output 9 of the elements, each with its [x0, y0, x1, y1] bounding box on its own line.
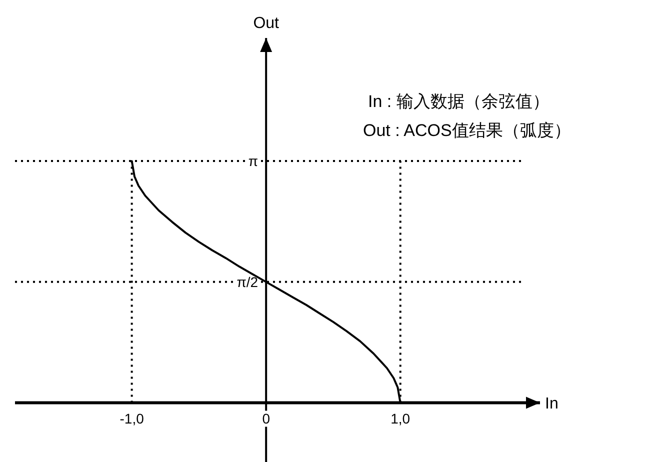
- x-tick-label: 1,0: [390, 410, 410, 427]
- x-axis-title: In: [545, 396, 558, 413]
- y-tick-label: π/2: [236, 274, 258, 290]
- annotation: In : 输入数据（余弦值）: [368, 92, 550, 111]
- y-axis-title: Out: [253, 15, 280, 32]
- y-tick-label: π: [248, 153, 258, 169]
- x-tick-label: 0: [262, 410, 270, 427]
- x-tick-label: -1,0: [120, 410, 144, 427]
- annotation: Out : ACOS值结果（弧度）: [363, 121, 571, 140]
